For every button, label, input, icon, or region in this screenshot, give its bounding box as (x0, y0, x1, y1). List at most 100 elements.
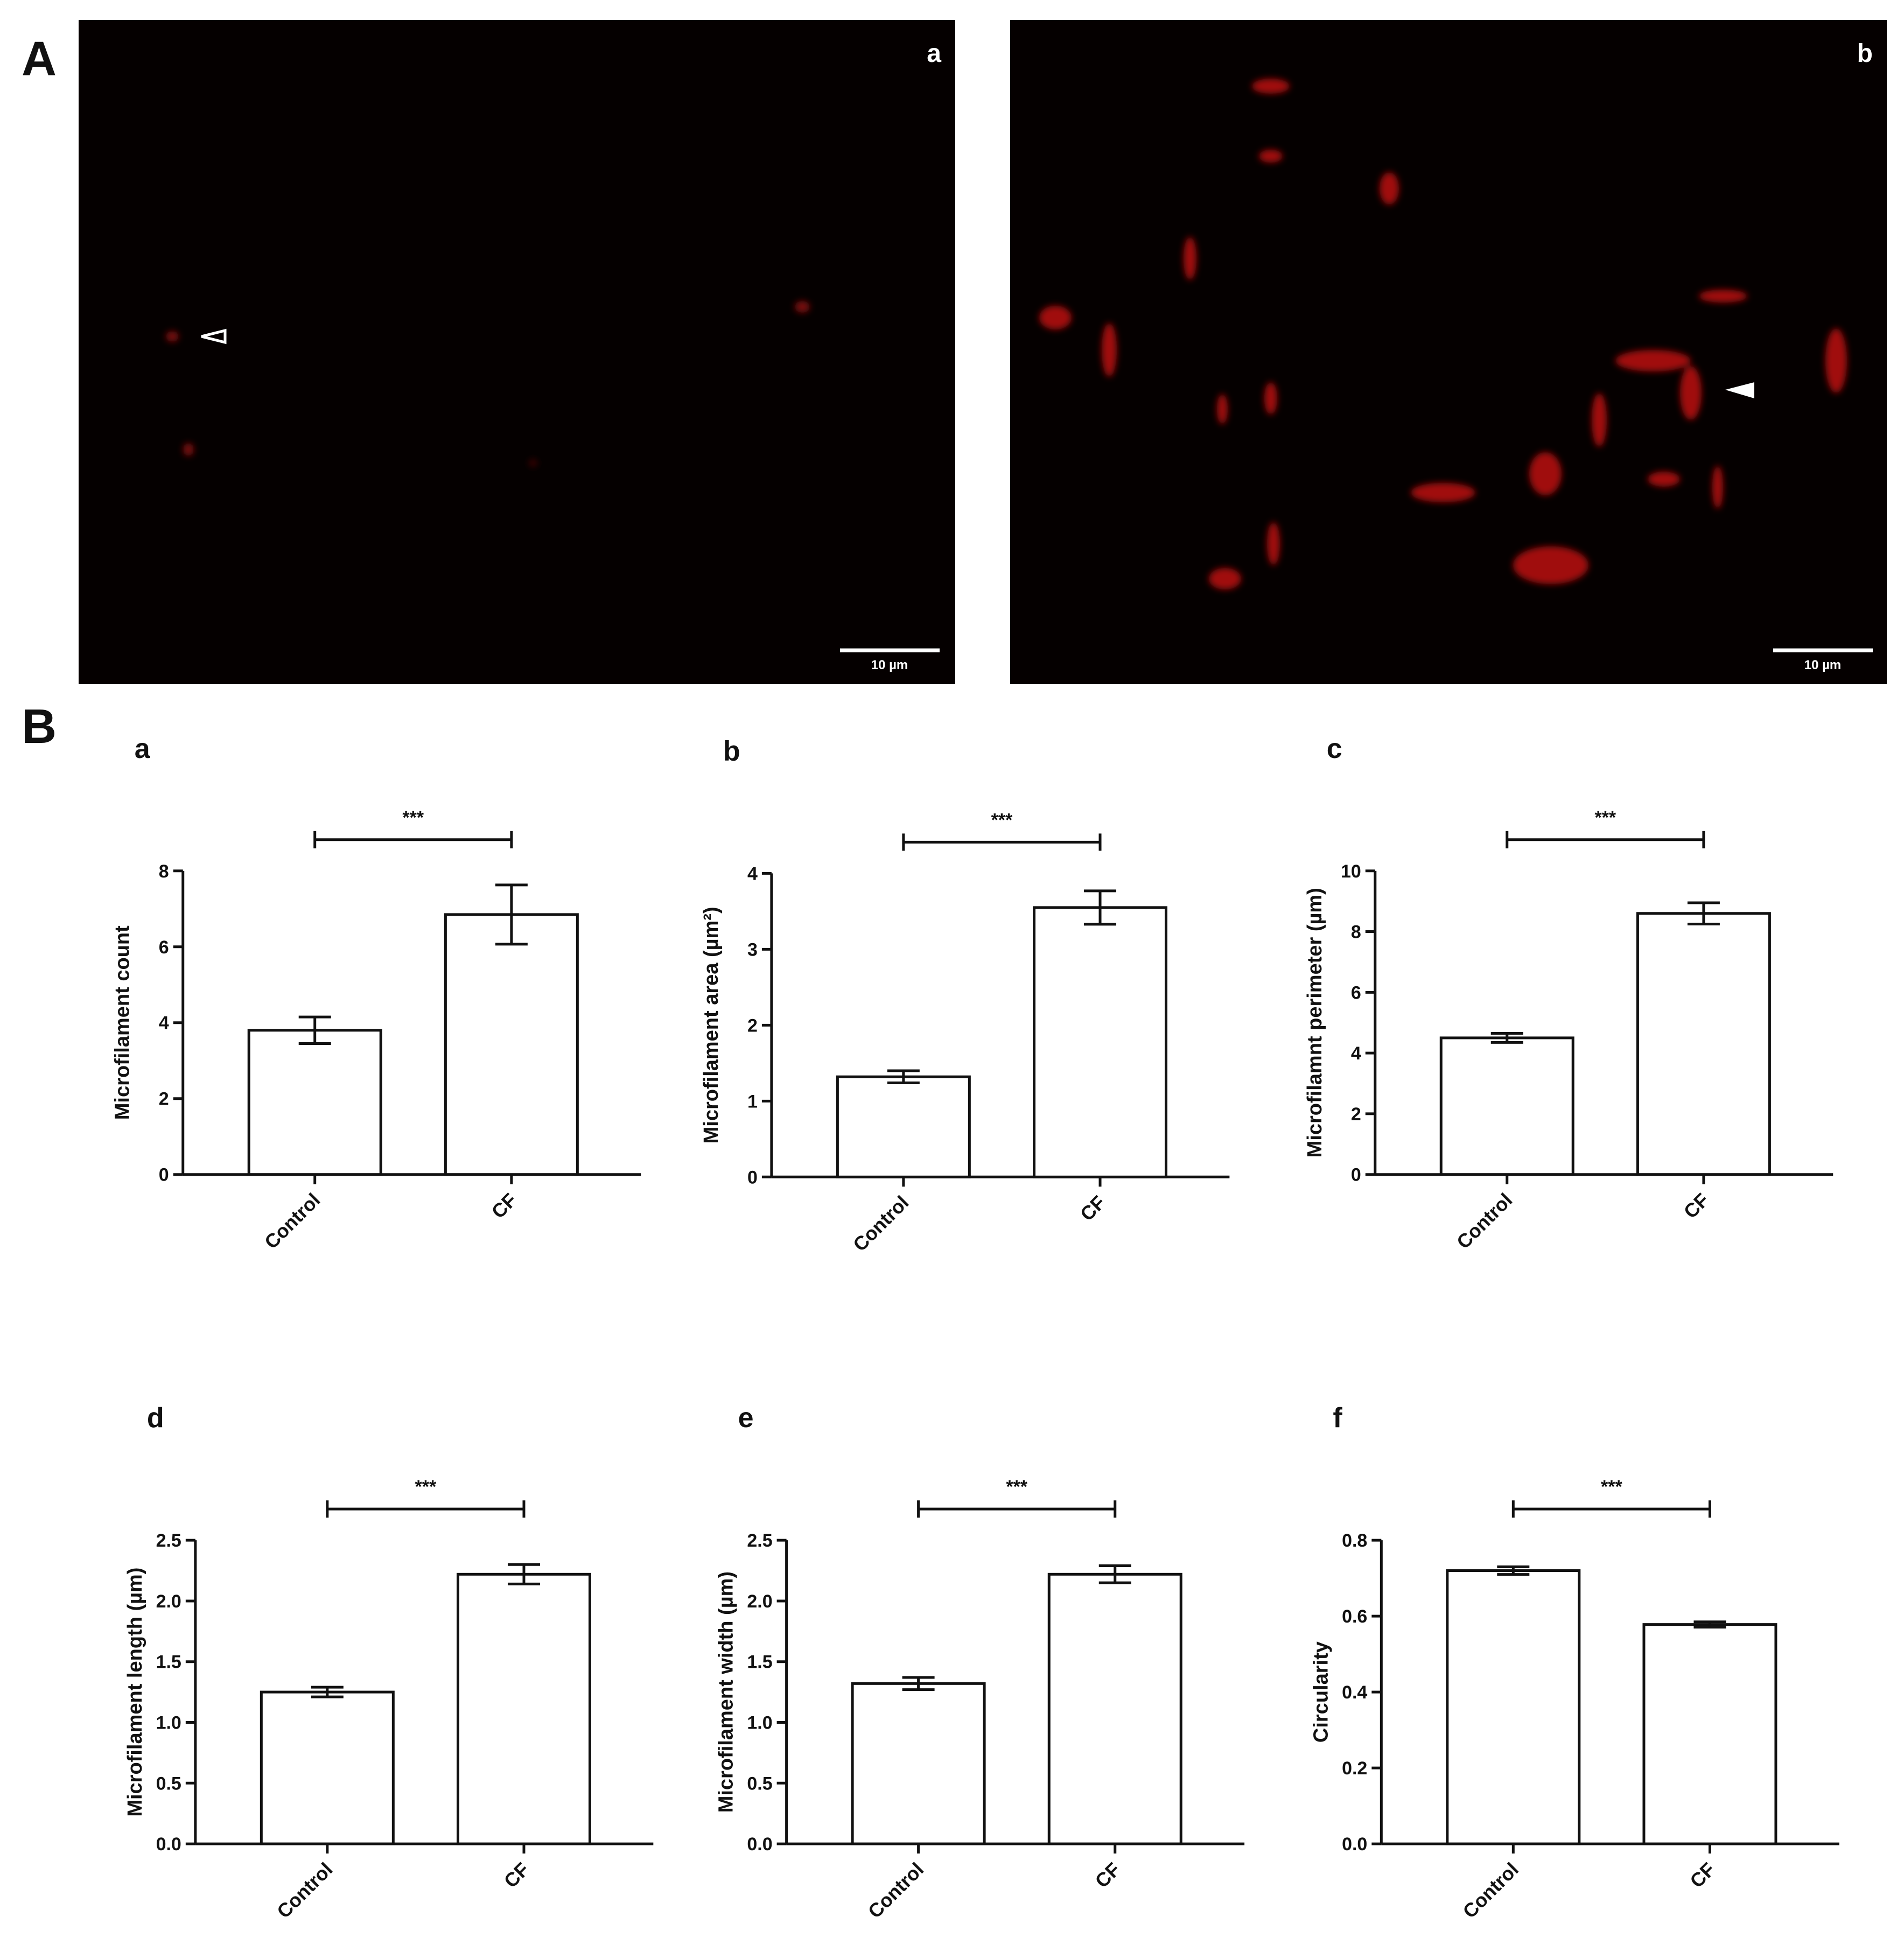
error-bar (1084, 889, 1117, 926)
y-tick-label: 6 (1351, 982, 1361, 1003)
significance-bracket (902, 833, 1102, 851)
y-tick-label: 8 (159, 861, 169, 882)
scale-bar-label: 10 µm (1804, 658, 1842, 672)
y-tick-label: 0 (747, 1167, 758, 1188)
y-axis-label: Microfilament count (111, 925, 134, 1120)
x-tick-label: CF (1685, 1858, 1719, 1892)
panel-label: c (1327, 733, 1342, 764)
y-tick-label: 0.0 (156, 1834, 181, 1855)
error-bar (1098, 1564, 1131, 1584)
bar (456, 1572, 591, 1845)
significance-label: *** (1601, 1477, 1622, 1497)
bar (1033, 906, 1168, 1178)
bar (1642, 1623, 1777, 1845)
x-tick-label: Control (272, 1858, 337, 1922)
error-bar (298, 1015, 331, 1045)
y-tick-label: 1.5 (156, 1652, 181, 1673)
y-tick-label: 0.8 (1342, 1530, 1367, 1551)
y-tick-label: 0 (159, 1165, 169, 1185)
y-tick-label: 6 (159, 937, 169, 958)
y-tick-label: 0.4 (1342, 1682, 1367, 1703)
error-bar (902, 1676, 935, 1691)
y-tick-label: 2 (1351, 1104, 1361, 1125)
significance-label: *** (415, 1477, 437, 1497)
y-axis-label: Microfilament area (µm²) (700, 907, 723, 1143)
panel-label: b (723, 735, 740, 767)
significance-bracket (1511, 1500, 1711, 1518)
error-bar (1490, 1031, 1523, 1044)
bar (1047, 1572, 1182, 1845)
y-tick-label: 4 (747, 863, 758, 884)
arrowhead (201, 328, 227, 345)
y-tick-label: 1 (747, 1091, 758, 1112)
x-tick-label: CF (487, 1189, 521, 1223)
significance-bracket (1506, 831, 1705, 848)
y-tick-label: 0.5 (156, 1773, 181, 1794)
y-tick-label: 8 (1351, 922, 1361, 943)
bar (260, 1690, 395, 1845)
y-tick-label: 2.0 (747, 1591, 772, 1612)
y-tick-label: 0.2 (1342, 1758, 1367, 1779)
panel-label: a (135, 733, 151, 764)
bar (444, 913, 579, 1176)
x-tick-label: Control (864, 1858, 928, 1922)
bar (1636, 912, 1771, 1176)
x-tick-label: CF (1090, 1858, 1124, 1892)
bar (851, 1682, 986, 1845)
error-bar (1687, 901, 1720, 925)
arrowhead (1725, 382, 1754, 398)
significance-label: *** (1006, 1477, 1027, 1497)
significance-label: *** (402, 808, 424, 828)
y-tick-label: 1.5 (747, 1652, 772, 1673)
error-bar (1497, 1565, 1530, 1576)
y-tick-label: 4 (159, 1013, 169, 1034)
y-tick-label: 0.5 (747, 1773, 772, 1794)
y-tick-label: 2 (747, 1015, 758, 1036)
significance-label: *** (991, 810, 1013, 830)
y-tick-label: 0.0 (747, 1834, 772, 1855)
x-tick-label: CF (1679, 1189, 1713, 1223)
y-tick-label: 2.5 (156, 1530, 181, 1551)
y-tick-label: 0.0 (1342, 1834, 1367, 1855)
x-tick-label: Control (1458, 1858, 1522, 1922)
x-tick-label: Control (849, 1191, 913, 1255)
y-tick-label: 1.0 (156, 1713, 181, 1733)
error-bar (495, 883, 528, 946)
error-bar (311, 1686, 344, 1698)
bar (836, 1075, 971, 1178)
y-tick-label: 0.6 (1342, 1606, 1367, 1627)
x-tick-label: CF (500, 1858, 534, 1892)
micrograph (1010, 20, 1887, 684)
y-tick-label: 2.0 (156, 1591, 181, 1612)
bar (1446, 1569, 1581, 1845)
figure-label: B (22, 700, 57, 754)
panel-label: e (738, 1402, 754, 1434)
panel-label: d (147, 1402, 164, 1434)
image-label: b (1857, 39, 1873, 68)
error-bar (507, 1563, 540, 1585)
y-axis-label: Circularity (1310, 1641, 1332, 1743)
error-bar (887, 1069, 920, 1084)
significance-label: *** (1594, 808, 1616, 828)
y-tick-label: 0 (1351, 1165, 1361, 1185)
panel-label: f (1333, 1402, 1342, 1434)
significance-bracket (313, 831, 513, 848)
y-tick-label: 1.0 (747, 1713, 772, 1733)
significance-bracket (326, 1500, 526, 1518)
bar (1439, 1036, 1574, 1176)
y-tick-label: 2 (159, 1089, 169, 1110)
y-axis-label: Microfilament width (µm) (715, 1571, 738, 1813)
x-tick-label: CF (1076, 1191, 1110, 1225)
y-tick-label: 10 (1341, 861, 1361, 882)
y-tick-label: 3 (747, 939, 758, 960)
micrograph (79, 20, 955, 684)
bar (247, 1029, 382, 1176)
y-tick-label: 4 (1351, 1043, 1361, 1064)
stain (166, 301, 810, 467)
scale-bar-label: 10 µm (871, 658, 908, 672)
error-bar (1693, 1620, 1726, 1629)
x-tick-label: Control (1452, 1189, 1516, 1253)
y-tick-label: 2.5 (747, 1530, 772, 1551)
x-tick-label: Control (260, 1189, 324, 1253)
